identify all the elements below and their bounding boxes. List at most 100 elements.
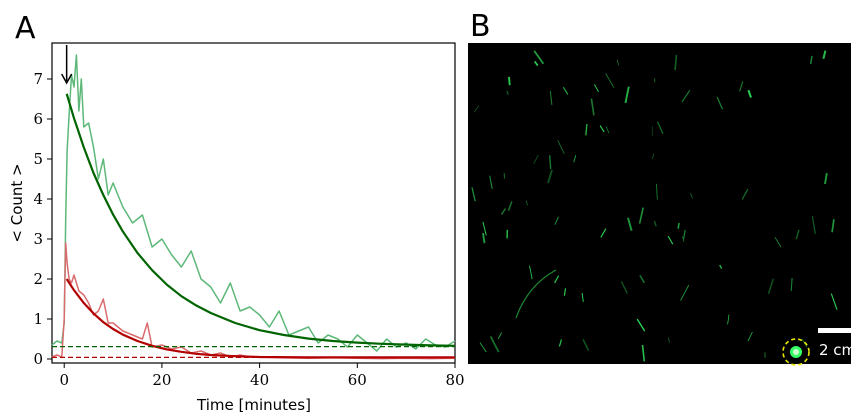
- plot-frame: [51, 42, 456, 364]
- particle-track: [473, 105, 480, 113]
- particle-track: [616, 59, 619, 66]
- particle-track: [479, 342, 487, 353]
- particle-track: [831, 219, 835, 233]
- decay-chart: 0 20 40 60 80 0 1 2 3 4 5 6 7 Time [minutes] < Coun…: [8, 42, 465, 414]
- particle-track: [830, 293, 838, 310]
- particle-track: [599, 125, 605, 133]
- particle-track: [605, 73, 615, 88]
- particle-track: [681, 89, 691, 103]
- particle-track: [674, 55, 678, 71]
- particle-track: [558, 339, 563, 347]
- particle-track: [554, 216, 559, 225]
- particle-track: [482, 232, 486, 244]
- particle-track: [627, 217, 633, 231]
- particle-track: [811, 216, 816, 235]
- arrow-head: [60, 73, 73, 85]
- particle-track: [747, 89, 752, 98]
- particle-track: [716, 96, 724, 110]
- particle-track: [573, 155, 577, 163]
- y-tick-label: 1: [33, 310, 43, 328]
- y-axis-title: < Count >: [8, 163, 26, 242]
- particle-track: [747, 331, 753, 342]
- particle-track: [641, 344, 646, 362]
- particle-track: [795, 229, 800, 240]
- particle-track: [506, 90, 509, 96]
- y-tick-label: 7: [33, 70, 43, 88]
- particle-track: [497, 332, 502, 340]
- particle-track: [774, 237, 782, 248]
- particle-track: [529, 265, 533, 280]
- y-tick-label: 2: [33, 270, 43, 288]
- y-tick-label: 3: [33, 230, 43, 248]
- particle-track: [667, 235, 674, 245]
- particle-track: [525, 200, 528, 206]
- particle-track: [562, 86, 569, 95]
- particle-track: [482, 221, 487, 236]
- particle-track: [639, 275, 646, 284]
- particle-track: [620, 281, 628, 294]
- y-tick-label: 6: [33, 110, 43, 128]
- particle-track: [590, 98, 595, 116]
- particle-track: [593, 84, 599, 93]
- scale-bar-label: 2 cm: [819, 341, 851, 359]
- series-layer: [51, 54, 456, 360]
- y-axis-ticks: 0 1 2 3 4 5 6 7: [33, 70, 52, 368]
- particle-track: [680, 284, 690, 301]
- particle-track: [652, 153, 655, 160]
- particle-track: [739, 81, 744, 92]
- y-tick-label: 5: [33, 150, 43, 168]
- particle-track: [824, 172, 828, 185]
- microscopy-image: 2 cm: [468, 43, 851, 366]
- source-dot-core: [793, 349, 799, 355]
- y-tick-label: 0: [33, 350, 43, 368]
- particle-track: [507, 201, 513, 211]
- x-tick-label: 60: [348, 371, 367, 389]
- y-tick-label: 4: [33, 190, 43, 208]
- particle-track: [656, 121, 664, 135]
- particle-track: [585, 123, 588, 136]
- particle-track: [547, 169, 553, 184]
- annotation-layer: [60, 45, 73, 85]
- particle-track: [677, 222, 680, 229]
- panel-a-label: A: [15, 11, 36, 46]
- particle-track: [533, 60, 539, 67]
- particle-track: [668, 337, 670, 343]
- particle-track: [563, 288, 567, 296]
- particle-track: [809, 55, 813, 65]
- particle-track: [719, 264, 723, 269]
- particle-track-curved: [515, 269, 557, 319]
- series-measured-green: [51, 54, 456, 352]
- scale-bar: [818, 328, 851, 333]
- x-tick-label: 20: [152, 371, 171, 389]
- particle-track: [690, 192, 694, 199]
- image-background: [468, 43, 851, 364]
- particle-track: [581, 293, 584, 302]
- particle-track: [600, 228, 607, 238]
- particle-track: [471, 187, 476, 202]
- x-tick-label: 0: [59, 371, 69, 389]
- particle-track: [549, 90, 553, 105]
- particle-track: [653, 220, 657, 227]
- x-axis-title: Time [minutes]: [196, 396, 311, 414]
- particle-track: [624, 86, 630, 104]
- panel-b-label: B: [470, 9, 491, 44]
- particle-track: [489, 175, 493, 190]
- x-tick-label: 80: [445, 371, 464, 389]
- particle-track: [790, 277, 793, 291]
- particle-track: [533, 50, 545, 65]
- particle-track: [500, 208, 507, 215]
- particle-track: [638, 207, 644, 224]
- particle-track: [557, 140, 565, 154]
- particle-track: [489, 335, 500, 353]
- particle-track: [683, 229, 686, 239]
- x-axis-ticks: 0 20 40 60 80: [59, 363, 465, 389]
- particle-track: [822, 50, 827, 60]
- particle-track: [655, 183, 658, 200]
- particle-track: [727, 314, 730, 325]
- source-marker-ring: [782, 338, 810, 366]
- series-exponential-fit-green: [65, 93, 456, 347]
- x-tick-label: 40: [250, 371, 269, 389]
- particle-track: [554, 275, 560, 284]
- particle-track: [636, 318, 646, 332]
